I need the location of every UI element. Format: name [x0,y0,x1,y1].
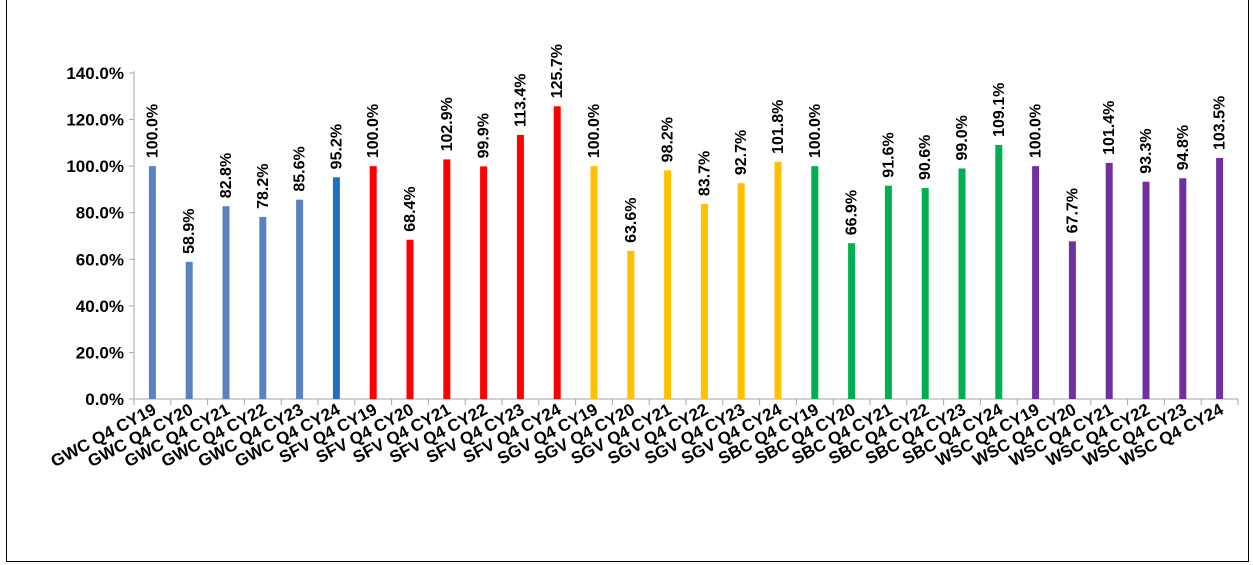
bar [222,206,230,399]
bar [627,250,635,399]
y-tick-label: 20.0% [76,343,124,362]
bar [1142,181,1150,399]
data-label: 66.9% [844,190,861,235]
bar [848,243,856,399]
y-tick-label: 120.0% [66,111,124,130]
bar [148,166,156,399]
y-tick-label: 40.0% [76,297,124,316]
data-label: 99.9% [476,113,493,158]
bar [958,168,966,399]
data-label: 125.7% [549,44,566,98]
data-label: 91.6% [880,132,897,177]
data-label: 101.8% [770,100,787,154]
data-label: 95.2% [328,124,345,169]
data-label: 109.1% [991,83,1008,137]
data-label: 101.4% [1101,101,1118,155]
bar [332,177,340,399]
data-label: 100.0% [1028,104,1045,158]
bar [369,166,377,399]
bar [185,261,193,399]
bar [480,166,488,399]
y-tick-label: 140.0% [66,64,124,83]
y-tick-label: 0.0% [85,390,124,409]
data-label: 113.4% [512,74,529,127]
y-tick-label: 60.0% [76,250,124,269]
bar [259,216,267,399]
data-label: 83.7% [696,151,713,196]
data-label: 58.9% [181,208,198,253]
data-label: 85.6% [292,146,309,191]
bar [590,166,598,399]
data-label: 68.4% [402,186,419,231]
bar [406,239,414,399]
data-label: 90.6% [917,135,934,180]
bar [700,204,708,399]
data-label: 100.0% [807,104,824,158]
data-label: 100.0% [365,104,382,158]
data-label: 99.0% [954,115,971,160]
y-tick-label: 80.0% [76,204,124,223]
data-label: 98.2% [660,117,677,162]
data-label: 93.3% [1138,128,1155,173]
bar [921,188,929,399]
bar [811,166,819,399]
data-label: 67.7% [1064,188,1081,233]
data-label: 82.8% [218,153,235,198]
bar [664,170,672,399]
data-label: 100.0% [144,104,161,158]
data-label: 102.9% [439,97,456,151]
bar [296,199,304,399]
bar [1068,241,1076,399]
data-label: 63.6% [623,198,640,243]
data-label: 94.8% [1175,125,1192,170]
data-label: 103.5% [1212,96,1229,150]
data-label: 78.2% [255,164,272,209]
y-tick-label: 100.0% [66,157,124,176]
bar [516,134,524,399]
bar [443,159,451,399]
bar [1179,178,1187,399]
bar [774,161,782,399]
bar [884,185,892,399]
bar [995,144,1003,399]
data-label: 100.0% [586,104,603,158]
bar [1032,166,1040,399]
bar [553,106,561,399]
data-label: 92.7% [733,130,750,175]
bar [1105,162,1113,399]
bar [1216,157,1224,399]
bar [737,183,745,399]
